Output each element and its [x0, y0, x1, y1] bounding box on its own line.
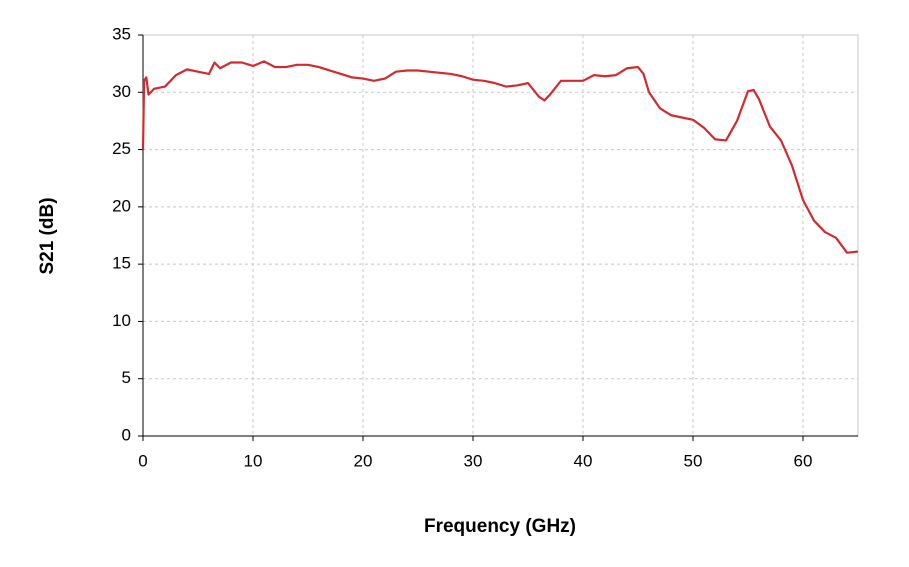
y-tick-label: 15 [112, 254, 131, 273]
y-tick-label: 0 [122, 425, 131, 444]
y-tick-label: 25 [112, 139, 131, 158]
x-tick-label: 50 [684, 451, 703, 470]
y-tick-label: 20 [112, 196, 131, 215]
y-tick-label: 35 [112, 24, 131, 43]
y-tick-label: 30 [112, 82, 131, 101]
x-tick-label: 40 [574, 451, 593, 470]
data-line [141, 60, 859, 254]
x-tick-label: 20 [354, 451, 373, 470]
y-tick-label: 5 [122, 368, 131, 387]
x-tick-label: 0 [138, 451, 147, 470]
x-tick-label: 30 [464, 451, 483, 470]
x-axis-title: Frequency (GHz) [424, 516, 576, 537]
y-tick-label: 10 [112, 311, 131, 330]
x-tick-label: 10 [244, 451, 263, 470]
plot-area [142, 34, 859, 437]
y-axis-title: S21 (dB) [37, 197, 58, 274]
x-tick-label: 60 [794, 451, 813, 470]
